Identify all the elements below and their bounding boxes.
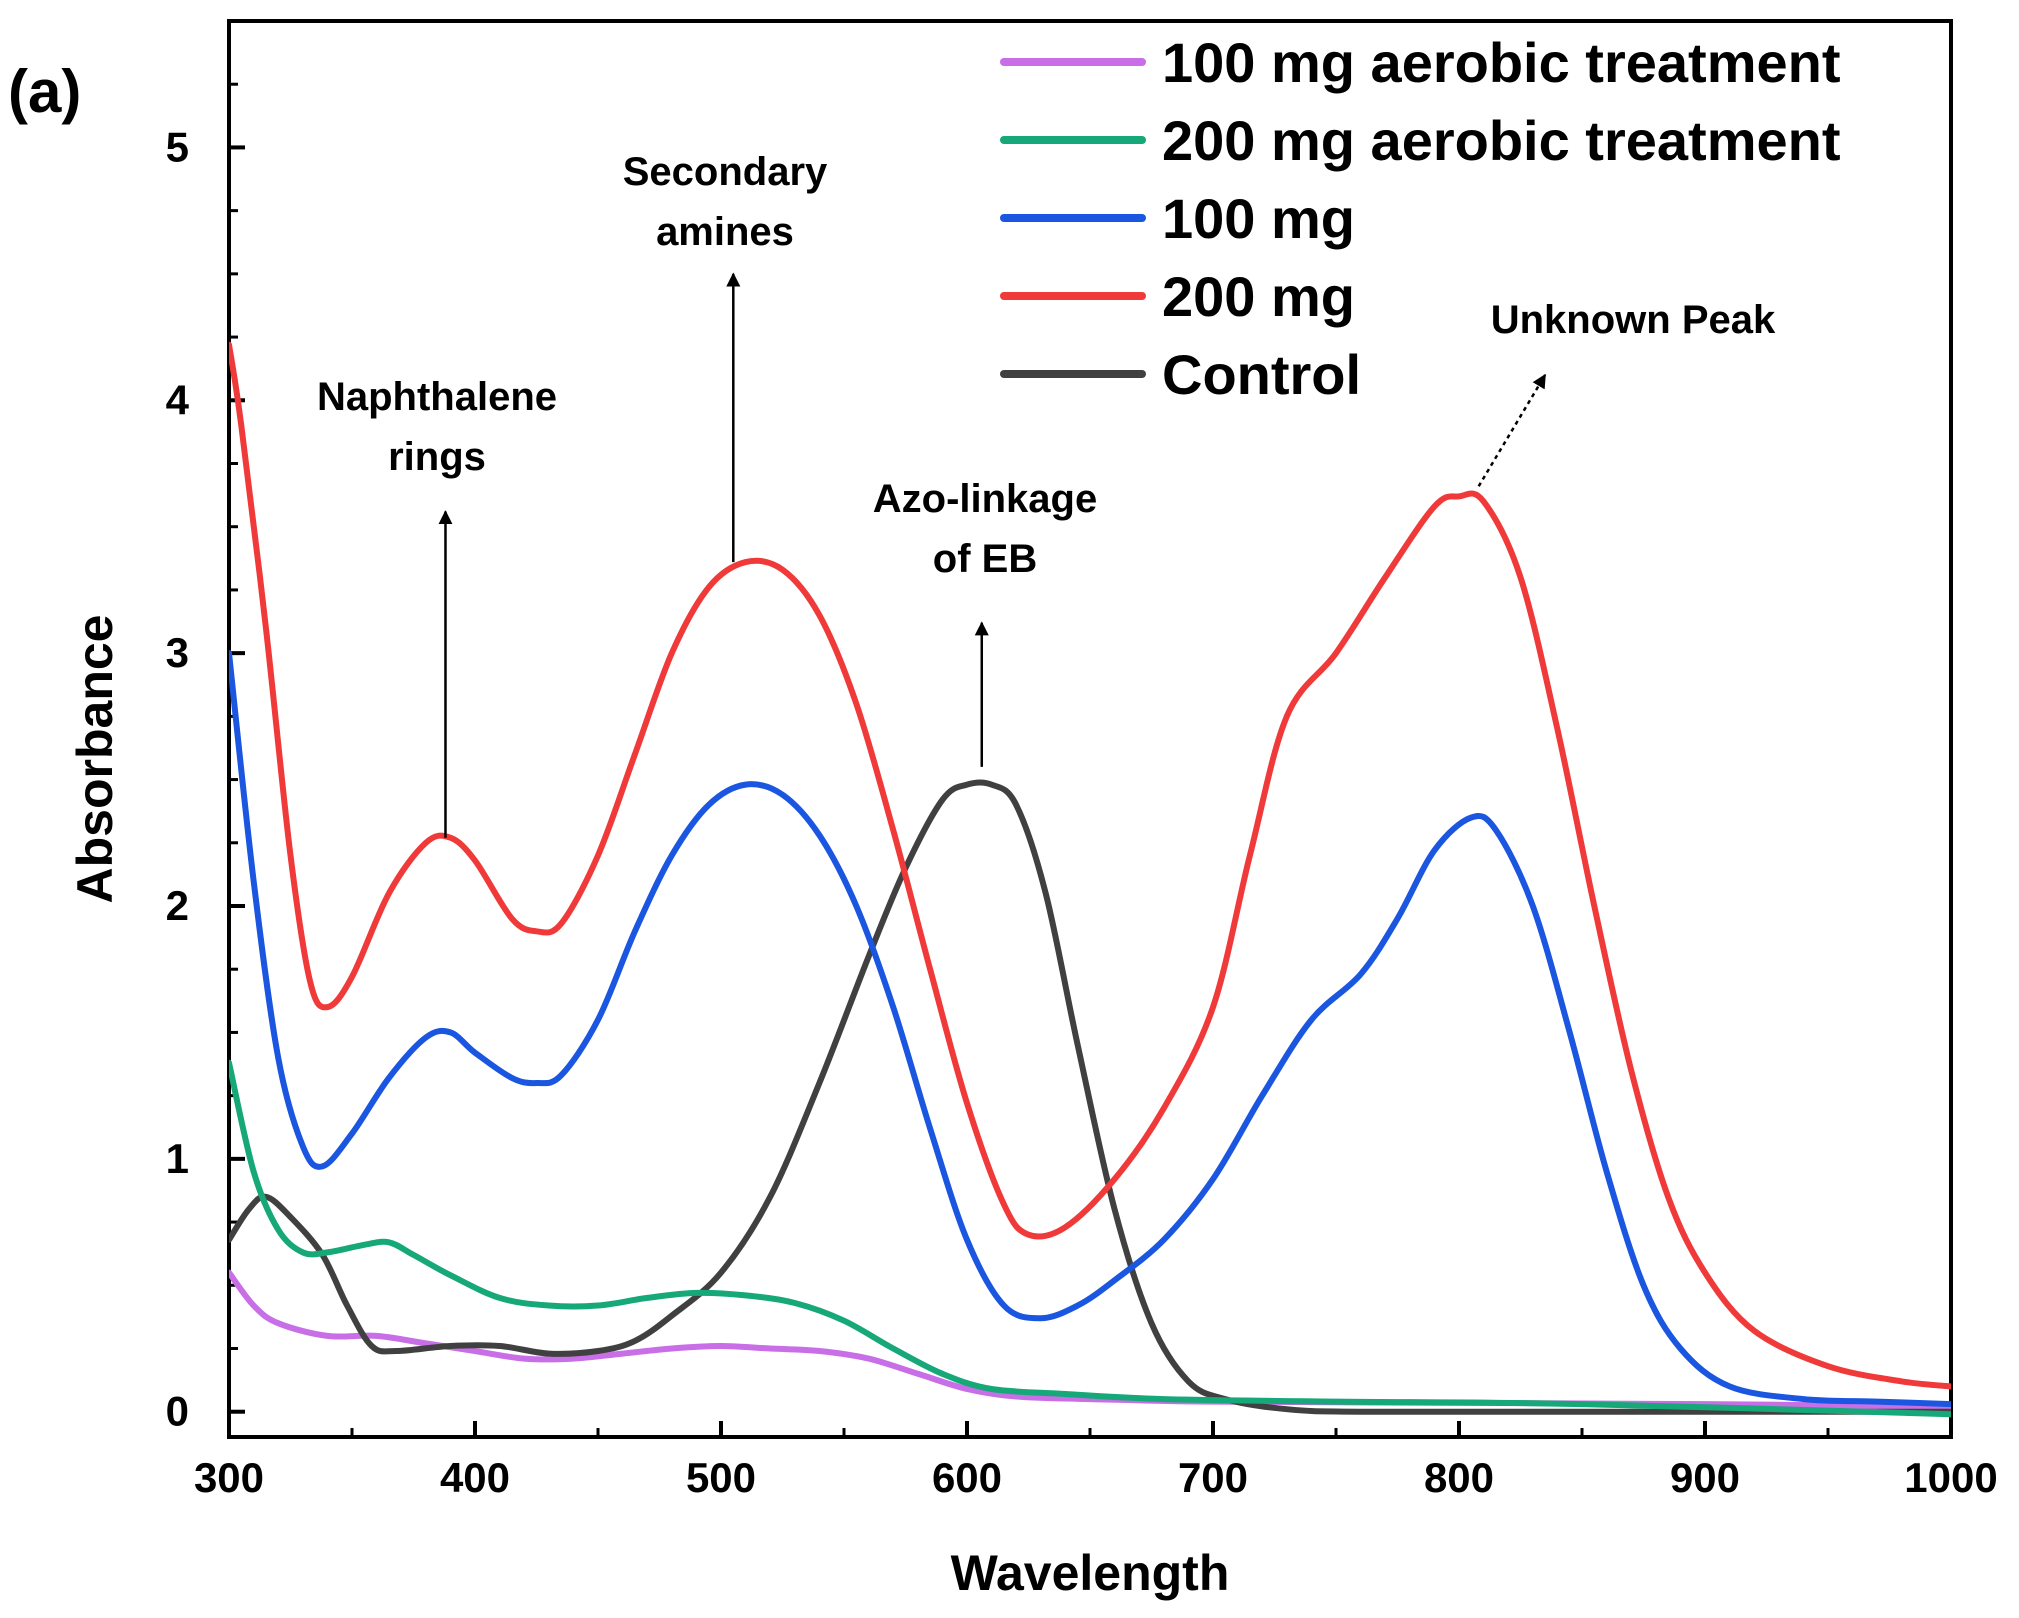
x-tick-label: 700 xyxy=(1178,1454,1248,1501)
legend-label: Control xyxy=(1162,343,1361,406)
annotation-label: amines xyxy=(656,210,794,254)
legend-label: 100 mg aerobic treatment xyxy=(1162,31,1840,94)
x-axis-title: Wavelength xyxy=(951,1545,1230,1601)
annotation-label: rings xyxy=(388,435,486,479)
x-tick-label: 300 xyxy=(194,1454,264,1501)
x-tick-label: 600 xyxy=(932,1454,1002,1501)
x-tick-label: 900 xyxy=(1670,1454,1740,1501)
series-line-200-mg-aerobic-treatment xyxy=(229,1059,1951,1418)
annotation-arrow xyxy=(1477,373,1547,487)
y-tick-label: 5 xyxy=(166,123,189,170)
x-tick-label: 1000 xyxy=(1904,1454,1997,1501)
y-tick-label: 3 xyxy=(166,629,189,676)
series-line-100-mg xyxy=(229,650,1951,1408)
plot-frame xyxy=(227,19,1953,1439)
axes: 300 400 500 600 700 800 900 1000 0 1 2 3 4 5 Wavelengt… xyxy=(67,19,1998,1601)
series-lines xyxy=(229,341,1951,1418)
y-tick-label: 2 xyxy=(166,882,189,929)
x-tick-label: 800 xyxy=(1424,1454,1494,1501)
annotation-label: Secondary xyxy=(623,150,828,194)
series-line-200-mg xyxy=(229,341,1951,1390)
x-tick-label: 400 xyxy=(440,1454,510,1501)
legend-label: 200 mg aerobic treatment xyxy=(1162,109,1840,172)
y-tick-label: 1 xyxy=(166,1135,189,1182)
y-axis-title: Absorbance xyxy=(67,615,123,904)
annotation-label: Azo-linkage xyxy=(873,477,1097,521)
legend-label: 100 mg xyxy=(1162,187,1355,250)
annotations: Naphthalene rings Secondary amines Azo-linka… xyxy=(317,150,1776,838)
legend-label: 200 mg xyxy=(1162,265,1355,328)
annotation-label: Unknown Peak xyxy=(1491,298,1776,342)
y-tick-label: 0 xyxy=(166,1388,189,1435)
x-tick-label: 500 xyxy=(686,1454,756,1501)
annotation-label: of EB xyxy=(933,537,1037,581)
legend: 100 mg aerobic treatment 200 mg aerobic t… xyxy=(1000,31,1840,406)
annotation-label: Naphthalene xyxy=(317,375,557,419)
panel-label: (a) xyxy=(8,58,81,125)
y-tick-label: 4 xyxy=(166,376,190,423)
